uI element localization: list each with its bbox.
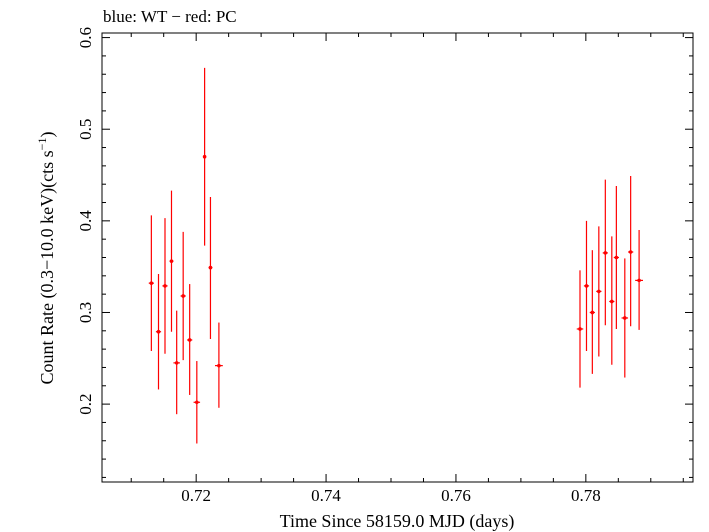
point-marker bbox=[584, 284, 589, 288]
y-axis-label-end: ) bbox=[37, 132, 58, 138]
point-marker bbox=[149, 281, 154, 285]
point-marker bbox=[156, 329, 161, 334]
y-axis-label: Count Rate (0.3−10.0 keV)(cts s−1) bbox=[35, 132, 58, 385]
y-axis-label-superscript: −1 bbox=[35, 138, 49, 151]
point-marker bbox=[202, 154, 207, 159]
y-axis-label-main: Count Rate (0.3−10.0 keV)(cts s bbox=[37, 150, 58, 384]
x-tick-label: 0.76 bbox=[441, 486, 471, 505]
axis-ticks bbox=[102, 33, 693, 482]
point-marker bbox=[181, 294, 185, 298]
point-marker bbox=[597, 289, 601, 294]
data-point bbox=[576, 270, 584, 388]
data-point bbox=[180, 231, 186, 361]
y-tick-label: 0.3 bbox=[76, 302, 95, 323]
data-point bbox=[602, 179, 608, 326]
point-marker bbox=[163, 284, 167, 288]
chart-title: blue: WT − red: PC bbox=[103, 7, 237, 26]
y-tick-label: 0.2 bbox=[76, 393, 95, 414]
point-marker bbox=[590, 310, 595, 315]
data-point bbox=[193, 361, 201, 444]
point-marker bbox=[217, 363, 221, 368]
data-point bbox=[187, 284, 193, 395]
tick-labels: 0.72 0.74 0.76 0.78 0.2 0.3 0.4 0.5 0.6 bbox=[76, 27, 601, 505]
y-tick-label: 0.4 bbox=[76, 210, 95, 232]
x-tick-label: 0.74 bbox=[311, 486, 341, 505]
point-marker bbox=[603, 251, 608, 255]
data-point bbox=[148, 215, 154, 351]
data-point bbox=[202, 67, 207, 246]
point-marker bbox=[195, 400, 199, 405]
x-axis-label: Time Since 58159.0 MJD (days) bbox=[280, 511, 515, 532]
data-point bbox=[162, 218, 168, 354]
data-point bbox=[596, 226, 602, 357]
data-point bbox=[609, 236, 615, 365]
point-marker bbox=[610, 299, 614, 304]
data-point bbox=[613, 186, 619, 329]
data-point bbox=[173, 310, 180, 415]
point-marker bbox=[623, 316, 627, 320]
point-marker bbox=[578, 327, 582, 331]
data-point bbox=[155, 273, 162, 390]
data-point bbox=[635, 230, 643, 330]
point-marker bbox=[637, 278, 641, 283]
point-marker bbox=[628, 250, 633, 254]
data-point bbox=[628, 175, 634, 327]
data-point bbox=[208, 197, 213, 340]
data-point bbox=[215, 322, 223, 408]
x-tick-label: 0.72 bbox=[181, 486, 211, 505]
data-points bbox=[148, 67, 643, 444]
data-point bbox=[169, 190, 174, 332]
point-marker bbox=[174, 361, 179, 365]
data-point bbox=[583, 220, 590, 351]
point-marker bbox=[614, 255, 619, 260]
data-point bbox=[621, 258, 629, 378]
point-marker bbox=[208, 265, 213, 270]
y-tick-label: 0.5 bbox=[76, 119, 95, 140]
x-tick-label: 0.78 bbox=[571, 486, 601, 505]
plot-frame bbox=[101, 32, 694, 483]
y-tick-label: 0.6 bbox=[76, 27, 95, 48]
point-marker bbox=[187, 338, 192, 342]
data-point bbox=[589, 250, 595, 374]
point-marker bbox=[169, 259, 174, 263]
